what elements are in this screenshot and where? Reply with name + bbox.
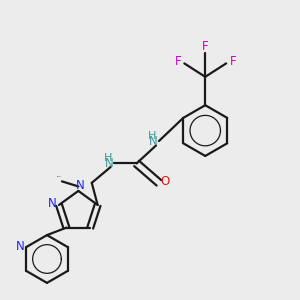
Text: N: N [16,240,25,253]
Text: O: O [160,176,170,188]
Text: H: H [103,153,112,163]
Text: F: F [202,40,208,53]
Text: N: N [104,157,113,170]
Text: H: H [148,131,157,141]
Text: N: N [48,197,57,210]
Text: N: N [76,179,84,192]
Text: N: N [149,134,158,148]
Text: methyl: methyl [56,176,61,177]
Text: F: F [175,55,181,68]
Text: F: F [230,55,236,68]
